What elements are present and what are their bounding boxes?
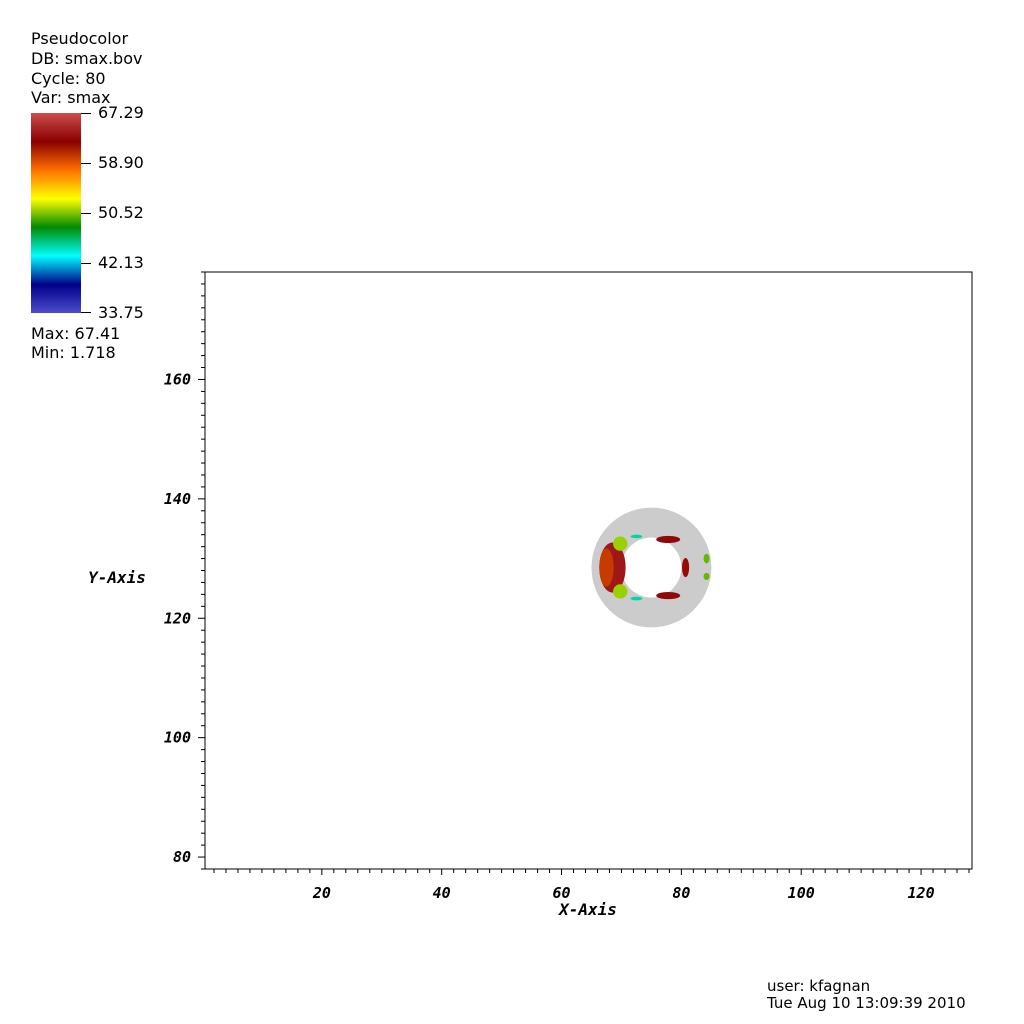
variable-label: Var: smax [31,88,111,107]
x-axis-ticks: 20 40 60 80 100 120 [213,869,970,902]
hotspot-cell [613,584,628,599]
y-tick-label: 160 [164,370,191,388]
x-tick-label: 120 [908,884,935,902]
y-tick-label: 100 [164,729,191,747]
x-tick-label: 80 [672,884,690,902]
hotspot-cell [656,535,681,544]
colorbar-label-3: 50.52 [98,203,144,222]
hotspot-cell [599,548,614,587]
hotspot-cell [656,591,681,600]
y-tick-label: 80 [173,848,191,866]
colorbar-tick [81,113,91,114]
database-label: DB: smax.bov [31,49,143,68]
colorbar-label-2: 58.90 [98,153,144,172]
colorbar-tick [81,312,91,313]
hotspot-cell [703,572,710,581]
colorbar-label-min: 33.75 [98,303,144,322]
cycle-label: Cycle: 80 [31,69,106,88]
y-axis-ticks: 80 100 120 140 160 [164,271,205,870]
x-tick-label: 40 [433,884,451,902]
plot-frame [204,271,973,870]
colorbar [31,113,81,313]
plot-type-label: Pseudocolor [31,29,129,48]
data-min-label: Min: 1.718 [31,343,116,362]
user-label: user: kfagnan [767,977,871,995]
colorbar-tick [81,213,91,214]
x-axis-title: X-Axis [557,900,617,919]
y-tick-label: 140 [164,490,191,508]
y-tick-label: 120 [164,609,191,627]
hotspot-cell [613,536,628,551]
plot-area [591,507,712,628]
hotspot-cell [630,596,643,601]
hotspot-cell [703,553,710,564]
x-tick-label: 60 [553,884,571,902]
colorbar-tick [81,263,91,264]
x-tick-label: 20 [312,884,331,902]
data-max-label: Max: 67.41 [31,324,121,343]
colorbar-tick [81,163,91,164]
x-tick-label: 100 [788,884,815,902]
hotspot-cell [681,557,690,578]
colorbar-label-max: 67.29 [98,103,144,122]
colorbar-label-4: 42.13 [98,253,144,272]
y-axis-title: Y-Axis [88,568,146,587]
colorbar-ticks [81,113,93,313]
hotspot-cell [630,534,643,539]
timestamp-label: Tue Aug 10 13:09:39 2010 [767,994,966,1012]
